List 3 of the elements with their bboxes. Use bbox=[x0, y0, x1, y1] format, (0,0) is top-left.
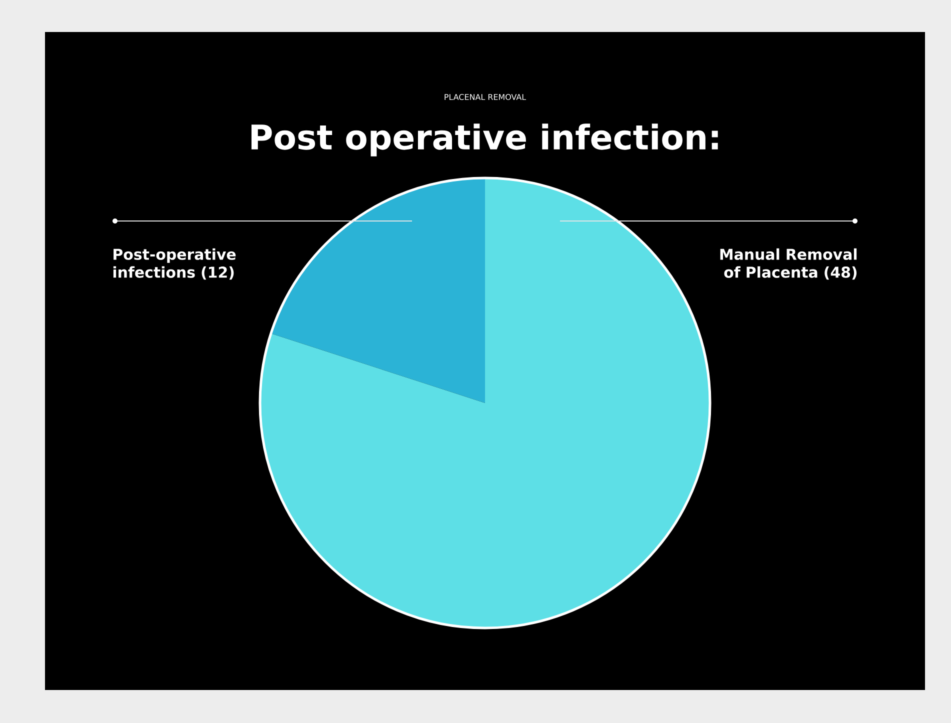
slice-label: Manual Removal of Placenta (48) bbox=[720, 248, 857, 280]
slice-label: Post-operative infections (12) bbox=[113, 248, 236, 280]
chart-title: Post operative infection: bbox=[252, 124, 718, 156]
